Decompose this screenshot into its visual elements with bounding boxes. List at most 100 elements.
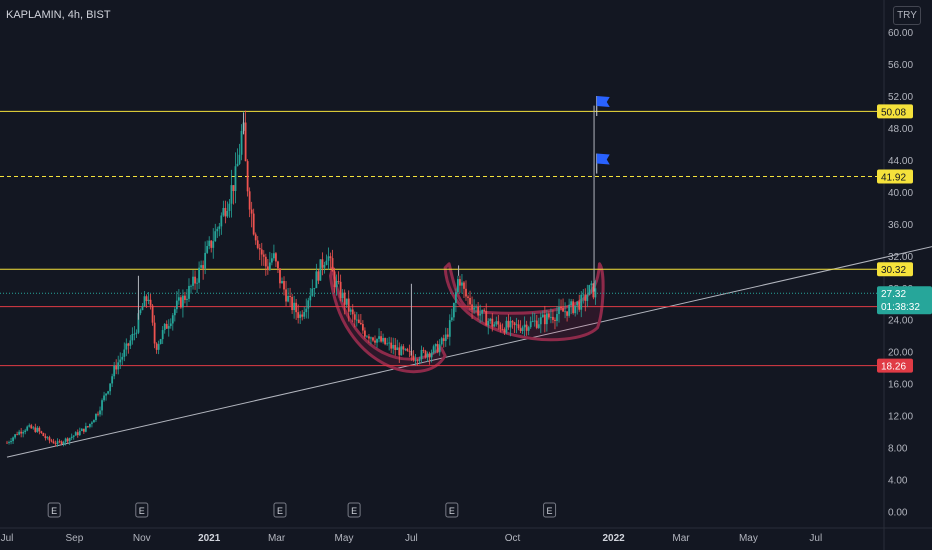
x-tick-label-0: Jul [1, 533, 14, 544]
candle-body-241 [493, 324, 496, 327]
candle-body-99 [206, 246, 209, 253]
earnings-marker-2 [273, 502, 287, 518]
candle-body-62 [131, 333, 134, 341]
candle-body-69 [145, 296, 148, 302]
candle-body-52 [111, 376, 114, 384]
candle-body-12 [30, 425, 33, 429]
candle-body-63 [133, 333, 136, 335]
candle-body-125 [258, 247, 261, 250]
candle-body-48 [103, 395, 105, 401]
candle-body-201 [412, 355, 415, 361]
candle-body-166 [341, 292, 344, 299]
level-badge-4 [877, 358, 913, 373]
candle-body-93 [194, 276, 196, 284]
level-badge-2 [877, 262, 913, 277]
candle-body-276 [564, 311, 566, 313]
candle-body-5 [16, 434, 19, 436]
y-tick-label-13: 8.00 [888, 444, 908, 455]
candle-body-203 [416, 360, 419, 362]
candle-body-195 [400, 346, 403, 356]
candle-body-167 [343, 292, 346, 305]
chart-title: KAPLAMIN, 4h, BIST [6, 9, 111, 21]
earnings-marker-label-0: E [51, 506, 57, 516]
candle-body-155 [319, 259, 322, 281]
candle-body-168 [345, 298, 348, 305]
candle-body-147 [303, 312, 306, 317]
candle-body-176 [361, 324, 364, 331]
candle-body-253 [517, 324, 520, 329]
x-tick-label-4: Mar [268, 533, 286, 544]
candle-body-237 [485, 310, 488, 326]
candle-body-256 [523, 324, 526, 328]
candle-body-199 [408, 350, 411, 352]
level-badge-0 [877, 104, 913, 119]
candle-body-157 [323, 264, 326, 268]
candle-body-270 [552, 316, 554, 320]
candle-body-57 [121, 356, 124, 360]
y-tick-label-2: 52.00 [888, 92, 913, 103]
currency-button[interactable]: TRY [893, 6, 921, 25]
candle-body-212 [434, 344, 437, 347]
earnings-marker-label-3: E [351, 506, 357, 516]
candle-body-142 [293, 302, 296, 311]
candle-body-140 [289, 295, 291, 297]
earnings-marker-4 [445, 502, 459, 518]
candle-body-257 [525, 324, 528, 331]
candle-body-97 [202, 265, 205, 269]
candle-body-238 [487, 320, 490, 326]
candle-body-217 [444, 334, 447, 341]
candle-body-144 [297, 312, 300, 318]
candle-body-82 [171, 315, 174, 324]
candle-body-15 [36, 427, 39, 432]
candle-body-287 [586, 294, 589, 301]
y-tick-label-3: 48.00 [888, 124, 913, 135]
candle-body-122 [252, 213, 255, 235]
candle-body-229 [469, 297, 471, 305]
earnings-marker-label-4: E [449, 506, 455, 516]
candle-body-156 [321, 259, 324, 268]
candle-body-255 [521, 327, 524, 331]
candle-body-72 [151, 305, 154, 323]
trendline-layer [6, 246, 932, 458]
candle-body-95 [198, 267, 200, 283]
candle-body-148 [305, 308, 308, 313]
candle-body-18 [42, 433, 45, 437]
candle-body-220 [450, 317, 453, 321]
candle-body-35 [76, 432, 79, 436]
candle-body-94 [196, 282, 198, 284]
candle-body-17 [40, 431, 43, 434]
earnings-marker-1 [135, 502, 149, 518]
candle-body-222 [454, 292, 457, 303]
candle-body-118 [244, 122, 247, 162]
candle-body-0 [6, 442, 8, 444]
last-price-badge [877, 286, 932, 315]
candle-body-70 [147, 299, 150, 302]
candle-body-288 [588, 285, 591, 295]
candle-body-107 [222, 207, 225, 216]
candle-body-138 [285, 289, 287, 302]
candle-body-50 [107, 391, 109, 394]
candle-body-120 [248, 191, 251, 210]
candle-body-271 [554, 319, 556, 321]
candle-body-36 [78, 431, 81, 436]
candle-body-230 [471, 304, 473, 310]
candle-body-216 [442, 338, 445, 341]
candle-body-108 [224, 207, 227, 217]
candle-body-101 [210, 240, 213, 248]
candle-body-14 [34, 427, 37, 432]
candle-body-251 [513, 322, 516, 326]
candle-body-206 [422, 349, 425, 351]
y-tick-label-10: 20.00 [888, 348, 913, 359]
candle-body-175 [359, 322, 362, 325]
candle-body-172 [353, 314, 356, 320]
candle-body-286 [584, 294, 587, 301]
candle-body-223 [457, 279, 459, 293]
candle-body-162 [333, 271, 336, 288]
candle-body-54 [115, 365, 118, 370]
y-tick-label-1: 56.00 [888, 60, 913, 71]
candle-body-266 [543, 314, 546, 325]
candle-body-169 [347, 298, 350, 312]
candle-body-58 [123, 349, 126, 357]
candle-body-185 [380, 336, 382, 342]
